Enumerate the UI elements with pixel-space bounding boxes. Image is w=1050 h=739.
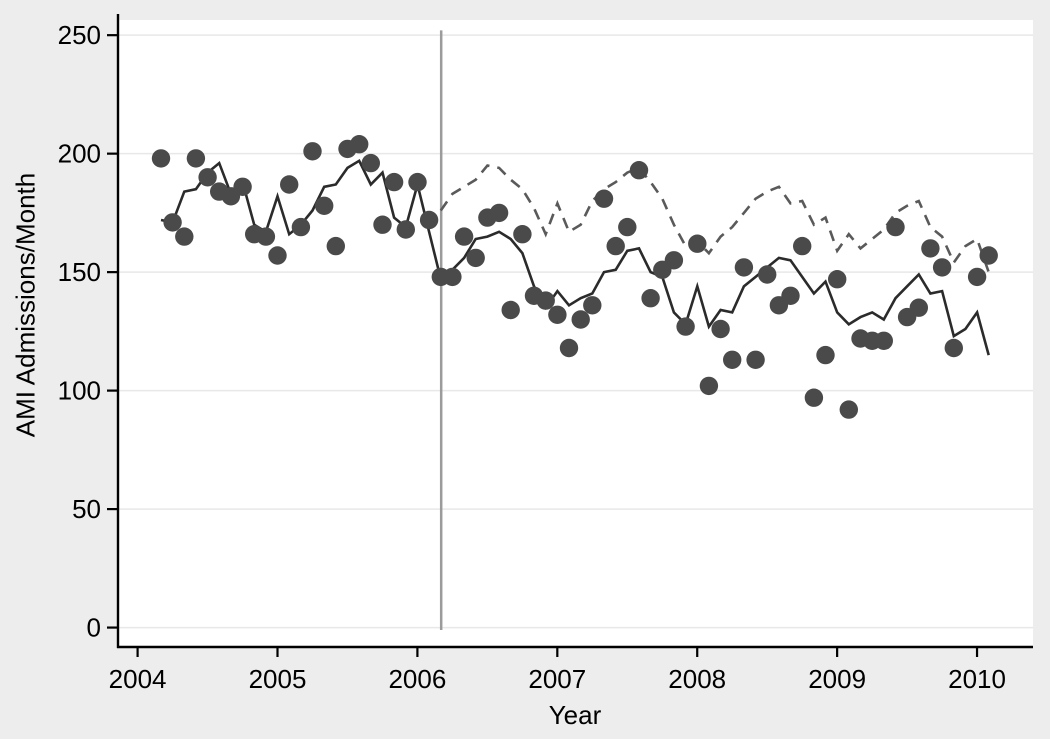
data-point [536, 291, 555, 310]
data-point [419, 210, 439, 230]
data-point [454, 227, 474, 246]
data-point [746, 350, 765, 369]
data-point [408, 172, 427, 192]
data-point [921, 239, 940, 258]
data-point [303, 142, 322, 161]
x-axis-title: Year [548, 700, 602, 730]
data-point [489, 203, 509, 223]
data-point [874, 331, 893, 350]
y-tick-label: 50 [72, 494, 101, 524]
data-point [606, 236, 625, 256]
y-tick-label: 150 [58, 257, 101, 287]
y-tick-label: 100 [58, 376, 101, 406]
data-point [583, 296, 602, 315]
x-tick-label: 2005 [249, 664, 307, 694]
x-tick-label: 2010 [948, 664, 1006, 694]
data-point [350, 135, 369, 154]
y-tick-label: 200 [58, 139, 101, 169]
plot-area [118, 20, 1033, 647]
data-point [268, 246, 287, 265]
data-point [793, 236, 812, 256]
data-point [233, 177, 252, 196]
data-point [886, 217, 905, 237]
data-point [967, 267, 987, 287]
data-point [163, 213, 182, 232]
data-point [571, 310, 590, 329]
data-point [711, 319, 730, 339]
data-point [373, 215, 392, 234]
data-point [186, 149, 206, 168]
data-point [641, 289, 660, 308]
data-point [781, 286, 800, 305]
x-tick-label: 2006 [388, 664, 446, 694]
data-point [979, 246, 998, 265]
data-point [501, 300, 520, 320]
data-point [828, 270, 847, 289]
data-point [699, 376, 719, 396]
data-point [315, 196, 334, 215]
data-point [723, 350, 742, 369]
data-point [513, 225, 532, 244]
data-point [559, 338, 579, 358]
x-tick-label: 2008 [668, 664, 726, 694]
data-point [326, 236, 345, 256]
x-tick-label: 2007 [528, 664, 586, 694]
data-point [816, 345, 835, 365]
data-point [758, 265, 777, 284]
data-point [839, 400, 858, 419]
data-point [688, 234, 707, 253]
data-point [466, 248, 485, 268]
y-axis-title: AMI Admissions/Month [10, 172, 41, 438]
data-point [151, 149, 171, 168]
data-point [198, 168, 217, 187]
x-tick-label: 2009 [808, 664, 866, 694]
data-point [175, 227, 194, 246]
data-point [944, 338, 963, 358]
data-point [594, 189, 614, 208]
data-point [396, 220, 415, 239]
y-tick-label: 0 [87, 613, 101, 643]
data-point [804, 388, 824, 407]
data-point [909, 298, 928, 317]
data-point [291, 217, 311, 237]
x-tick-label: 2004 [109, 664, 167, 694]
data-point [734, 258, 754, 277]
data-point [618, 217, 637, 237]
data-point [280, 175, 299, 194]
data-point [664, 251, 684, 270]
data-point [256, 227, 276, 246]
data-point [548, 305, 567, 324]
data-point [629, 161, 649, 180]
data-point [361, 153, 380, 173]
y-tick-label: 250 [58, 20, 101, 50]
data-point [932, 258, 952, 277]
data-point [384, 172, 404, 192]
data-point [443, 267, 462, 287]
data-point [676, 317, 695, 336]
